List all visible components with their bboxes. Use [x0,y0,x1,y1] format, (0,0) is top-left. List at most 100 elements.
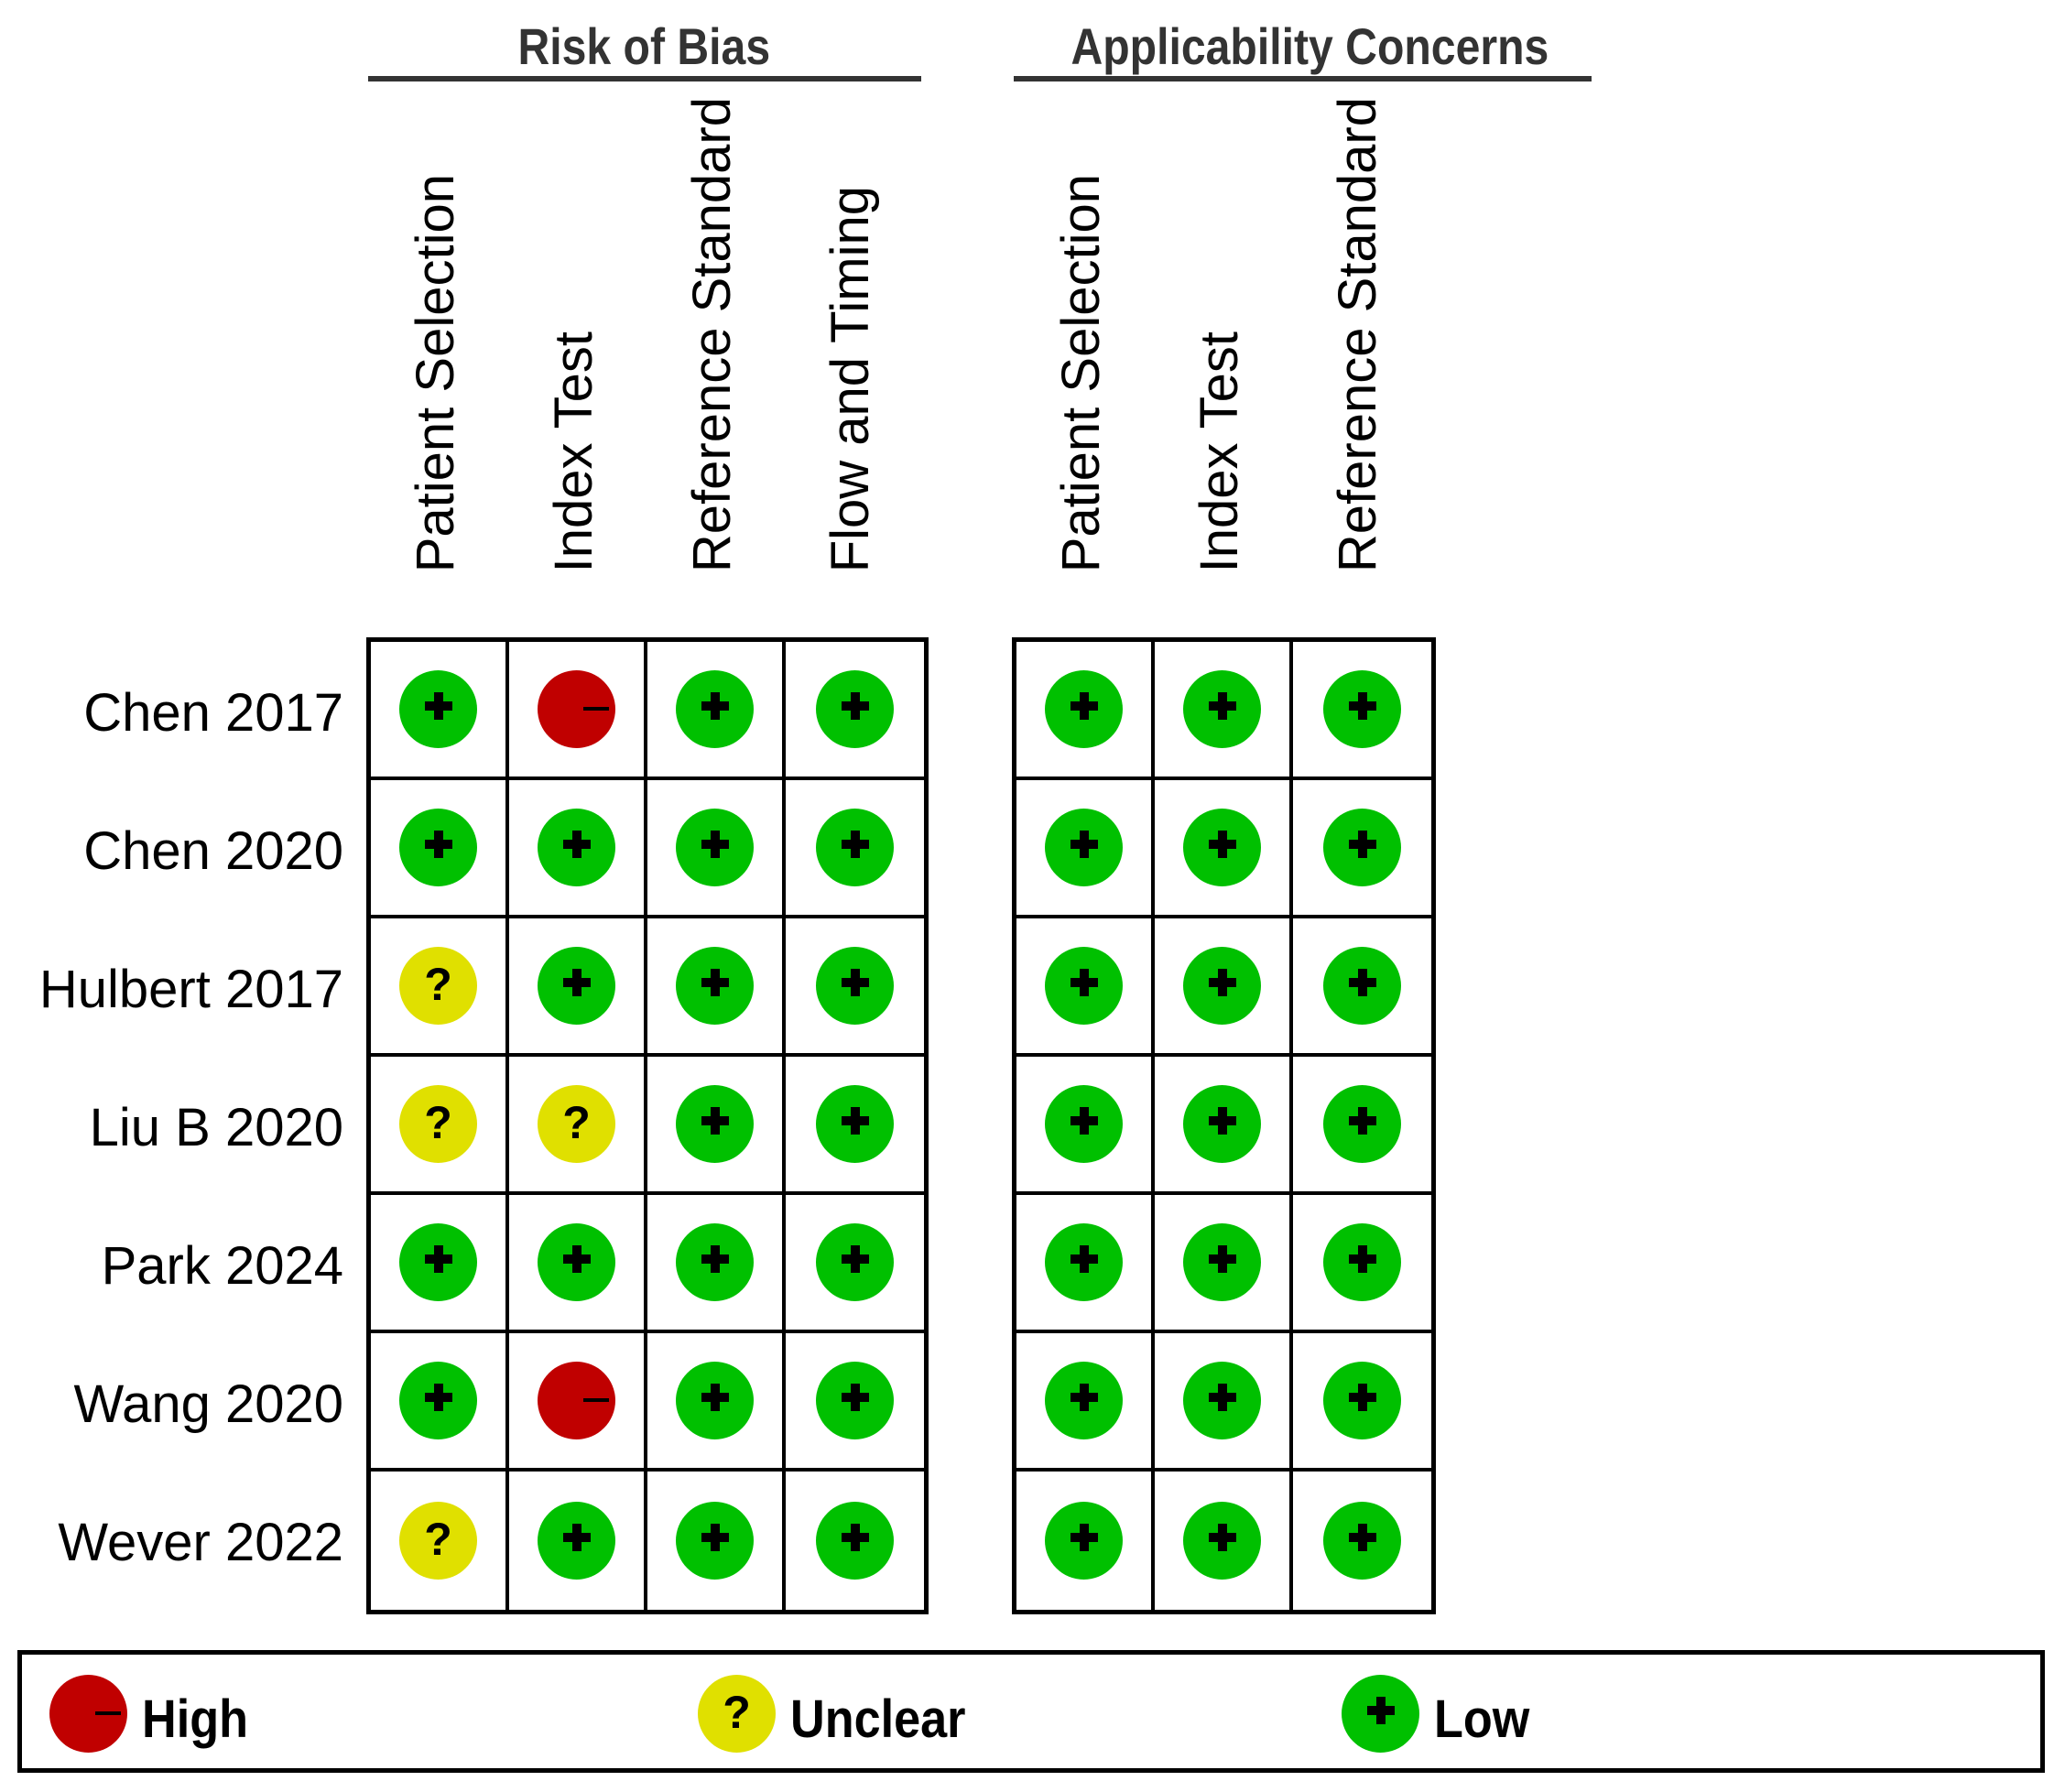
plus-icon [1348,1524,1376,1552]
judgement-cell [1016,1057,1155,1195]
low-risk-plus-icon [1323,1085,1401,1163]
low-risk-plus-icon [1045,1502,1123,1580]
low-risk-plus-icon [816,670,894,748]
plus-icon [1070,1524,1098,1552]
plus-icon [841,1384,869,1412]
judgement-cell [786,642,924,780]
study-label: Liu B 2020 [89,1098,343,1157]
judgement-cell: ? [371,918,509,1057]
low-risk-plus-icon [816,1223,894,1301]
judgement-cell [1016,1333,1155,1472]
judgement-cell [647,1333,786,1472]
plus-icon [424,1245,452,1274]
judgement-cell [786,1333,924,1472]
judgement-cell [1293,918,1431,1057]
judgement-cell [509,1195,647,1333]
plus-icon [701,831,729,859]
study-label: Park 2024 [101,1236,343,1296]
legend: High? Unclear Low [17,1650,2045,1773]
table-row: ?? [371,1057,924,1195]
applicability-grid [1012,637,1436,1614]
judgement-cell [647,1057,786,1195]
plus-icon [1070,831,1098,859]
judgement-cell [647,642,786,780]
low-risk-plus-icon [1323,947,1401,1025]
low-risk-plus-icon [1045,670,1123,748]
judgement-cell [509,1333,647,1472]
plus-icon [701,692,729,721]
judgement-cell [1155,780,1293,918]
question-mark-icon: ? [424,1514,452,1565]
low-risk-plus-icon [399,1223,477,1301]
judgement-cell [509,918,647,1057]
minus-icon [583,1398,609,1402]
low-risk-plus-icon [676,670,754,748]
question-mark-icon: ? [424,1097,452,1148]
low-risk-plus-icon [1045,809,1123,886]
plus-icon [1208,1107,1236,1135]
plus-icon [1348,969,1376,997]
minus-icon [583,707,609,711]
judgement-cell [1293,642,1431,780]
judgement-cell [509,642,647,780]
risk-of-bias-column-headers: Patient Selection Index Test Reference Sta… [366,97,919,572]
plus-icon [1348,1245,1376,1274]
low-risk-plus-icon [676,1502,754,1580]
table-row [1016,1057,1431,1195]
judgement-cell [1155,1333,1293,1472]
plus-icon [841,969,869,997]
low-risk-plus-icon [676,1362,754,1439]
low-risk-plus-icon [1045,1223,1123,1301]
plus-icon [424,692,452,721]
plus-icon [424,1384,452,1412]
question-mark-icon: ? [723,1687,751,1738]
plus-icon [562,1245,591,1274]
judgement-cell [647,918,786,1057]
plus-icon [701,969,729,997]
study-label: Chen 2017 [83,683,343,743]
plus-icon [1348,692,1376,721]
judgement-cell [1293,1472,1431,1610]
judgement-cell [647,780,786,918]
judgement-cell [786,780,924,918]
judgement-cell [371,780,509,918]
column-header-label: Reference Standard [1327,96,1387,572]
column-header: Flow and Timing [781,110,919,572]
legend-label: Unclear [790,1689,966,1749]
applicability-title-text: Applicability Concerns [1070,17,1549,75]
plus-icon [1208,1524,1236,1552]
plus-icon [1208,692,1236,721]
applicability-column-headers: Patient Selection Index Test Reference Sta… [1012,97,1427,572]
plus-icon [1070,969,1098,997]
plus-icon [841,1107,869,1135]
plus-icon [1366,1697,1395,1725]
column-header: Reference Standard [643,97,781,572]
study-label: Hulbert 2017 [38,960,343,1019]
low-risk-plus-icon [538,1223,615,1301]
high-risk-minus-icon [538,1362,615,1439]
judgement-cell [1016,918,1155,1057]
low-risk-plus-icon [1323,1223,1401,1301]
table-row: ? [371,1472,924,1610]
low-risk-plus-icon [1183,1502,1261,1580]
plus-icon [562,1524,591,1552]
low-risk-plus-icon [1183,947,1261,1025]
low-risk-plus-icon [1183,670,1261,748]
table-row [1016,1333,1431,1472]
low-risk-plus-icon [399,1362,477,1439]
low-risk-plus-icon [1183,1085,1261,1163]
judgement-cell [371,1333,509,1472]
judgement-cell [371,642,509,780]
applicability-title: Applicability Concerns [1007,16,1612,81]
risk-of-bias-title-text: Risk of Bias [517,17,771,75]
low-risk-plus-icon [399,809,477,886]
study-label: Wang 2020 [73,1374,343,1434]
judgement-cell [786,1057,924,1195]
table-row [371,1195,924,1333]
judgement-cell [371,1195,509,1333]
judgement-cell [1293,1333,1431,1472]
legend-high-risk-minus-icon [49,1675,127,1753]
unclear-risk-question-icon: ? [399,1085,477,1163]
legend-unclear-risk-question-icon: ? [698,1675,776,1753]
column-header: Index Test [505,110,643,572]
